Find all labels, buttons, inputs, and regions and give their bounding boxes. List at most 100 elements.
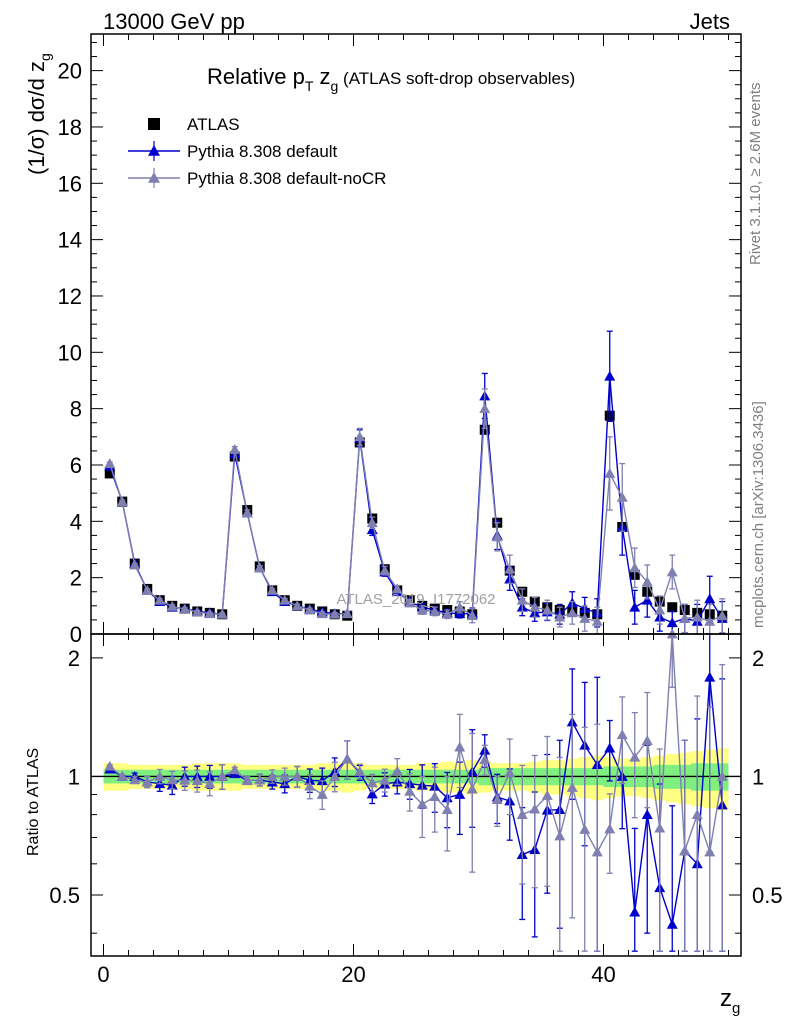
data-point (429, 605, 441, 616)
series-line (109, 376, 723, 624)
ratio-point (516, 809, 528, 820)
legend: ATLAS Pythia 8.308 default Pythia 8.308 de… (128, 115, 386, 188)
data-point (204, 608, 216, 619)
ratio-point (479, 754, 491, 765)
analysis-watermark: ATLAS_2019_I1772062 (336, 591, 495, 608)
ratio-point (616, 729, 628, 740)
ratio-point (304, 780, 316, 791)
ratio-point (604, 823, 616, 834)
ratio-point (354, 765, 366, 776)
x-axis-label-main: z (720, 985, 732, 1012)
legend-label: Pythia 8.308 default-noCR (187, 169, 386, 188)
ratio-point (316, 788, 328, 799)
data-point (116, 496, 128, 507)
ratio-point (704, 846, 716, 857)
data-point (704, 615, 716, 626)
ratio-point (591, 846, 603, 857)
title-sub-g: g (331, 78, 339, 94)
data-point (629, 601, 641, 612)
atlas-point (104, 468, 115, 479)
rivet-version-text: Rivet 3.1.10, ≥ 2.6M events (747, 83, 764, 266)
data-point (141, 584, 153, 595)
ratio-point (529, 803, 541, 814)
x-tick-label: 40 (591, 962, 615, 987)
title-z: z (313, 64, 330, 89)
y-tick-label: 6 (70, 453, 82, 478)
ratio-point (504, 767, 516, 778)
data-point (241, 507, 253, 518)
data-point (579, 613, 591, 623)
data-point (716, 610, 728, 621)
data-point (454, 601, 466, 612)
y-tick-label: 10 (58, 340, 82, 365)
ratio-point (579, 823, 591, 834)
title-suffix: (ATLAS soft-drop observables) (338, 69, 575, 88)
data-point (416, 604, 428, 615)
ratio-point (229, 764, 241, 775)
y-tick-label: 8 (70, 397, 82, 422)
atlas-point (667, 602, 678, 613)
data-point (566, 607, 578, 618)
ratio-point (341, 753, 353, 764)
data-point (316, 608, 328, 619)
ratio-y-tick-label-right: 1 (752, 764, 764, 789)
series-pythia-default (104, 330, 728, 952)
y-tick-label: 16 (58, 171, 82, 196)
data-point (666, 617, 678, 628)
data-point (604, 370, 616, 381)
ratio-y-tick-label-right: 2 (752, 646, 764, 671)
y-axis-label-sub: g (37, 53, 53, 61)
ratio-point (329, 770, 341, 781)
y-tick-label: 4 (70, 509, 82, 534)
ratio-point (116, 770, 128, 781)
ratio-point (366, 788, 378, 799)
data-point (554, 611, 566, 622)
data-point (354, 431, 366, 442)
data-point (691, 611, 703, 622)
ratio-point (629, 751, 641, 762)
ratio-point (166, 774, 178, 785)
ratio-y-tick-label: 0.5 (49, 883, 80, 908)
ratio-point (416, 798, 428, 809)
x-axis-label: zg (720, 985, 740, 1017)
data-point (279, 594, 291, 605)
ratio-series-line (109, 677, 723, 925)
y-tick-label: 18 (58, 115, 82, 140)
ratio-point (666, 918, 678, 929)
data-point (591, 615, 603, 626)
ratio-point (216, 770, 228, 781)
ratio-point (629, 906, 641, 917)
title-sub-t: T (305, 78, 314, 94)
chart-title: Relative pT zg (ATLAS soft-drop observab… (207, 64, 575, 94)
ratio-point (541, 789, 553, 800)
y-tick-label: 0 (70, 622, 82, 647)
data-point (629, 562, 641, 573)
x-axis-label-sub: g (732, 1000, 740, 1017)
data-point (191, 606, 203, 617)
data-point (641, 594, 653, 605)
ratio-axis-label: Ratio to ATLAS (25, 748, 42, 856)
y-axis-label-main: (1/σ) dσ/d z (24, 61, 49, 175)
plot-frames (90, 33, 742, 957)
ratio-point (454, 741, 466, 752)
ratio-point (466, 783, 478, 794)
ratio-point (379, 774, 391, 785)
data-point (704, 593, 716, 604)
ratio-point (266, 770, 278, 781)
series-line (109, 408, 723, 623)
data-point (329, 608, 341, 619)
legend-atlas-marker (148, 118, 160, 130)
ratio-point (491, 794, 503, 804)
ratio-point (154, 770, 166, 781)
ratio-y-tick-label: 2 (68, 646, 80, 671)
legend-marker (148, 172, 160, 183)
data-point (641, 576, 653, 587)
atlas-point (479, 424, 490, 435)
ratio-y-tick-label: 1 (68, 764, 80, 789)
data-point (291, 600, 303, 611)
mcplots-text: mcplots.cern.ch [arXiv:1306.3436] (750, 401, 767, 628)
ratio-point (604, 742, 616, 753)
ratio-point (241, 774, 253, 785)
